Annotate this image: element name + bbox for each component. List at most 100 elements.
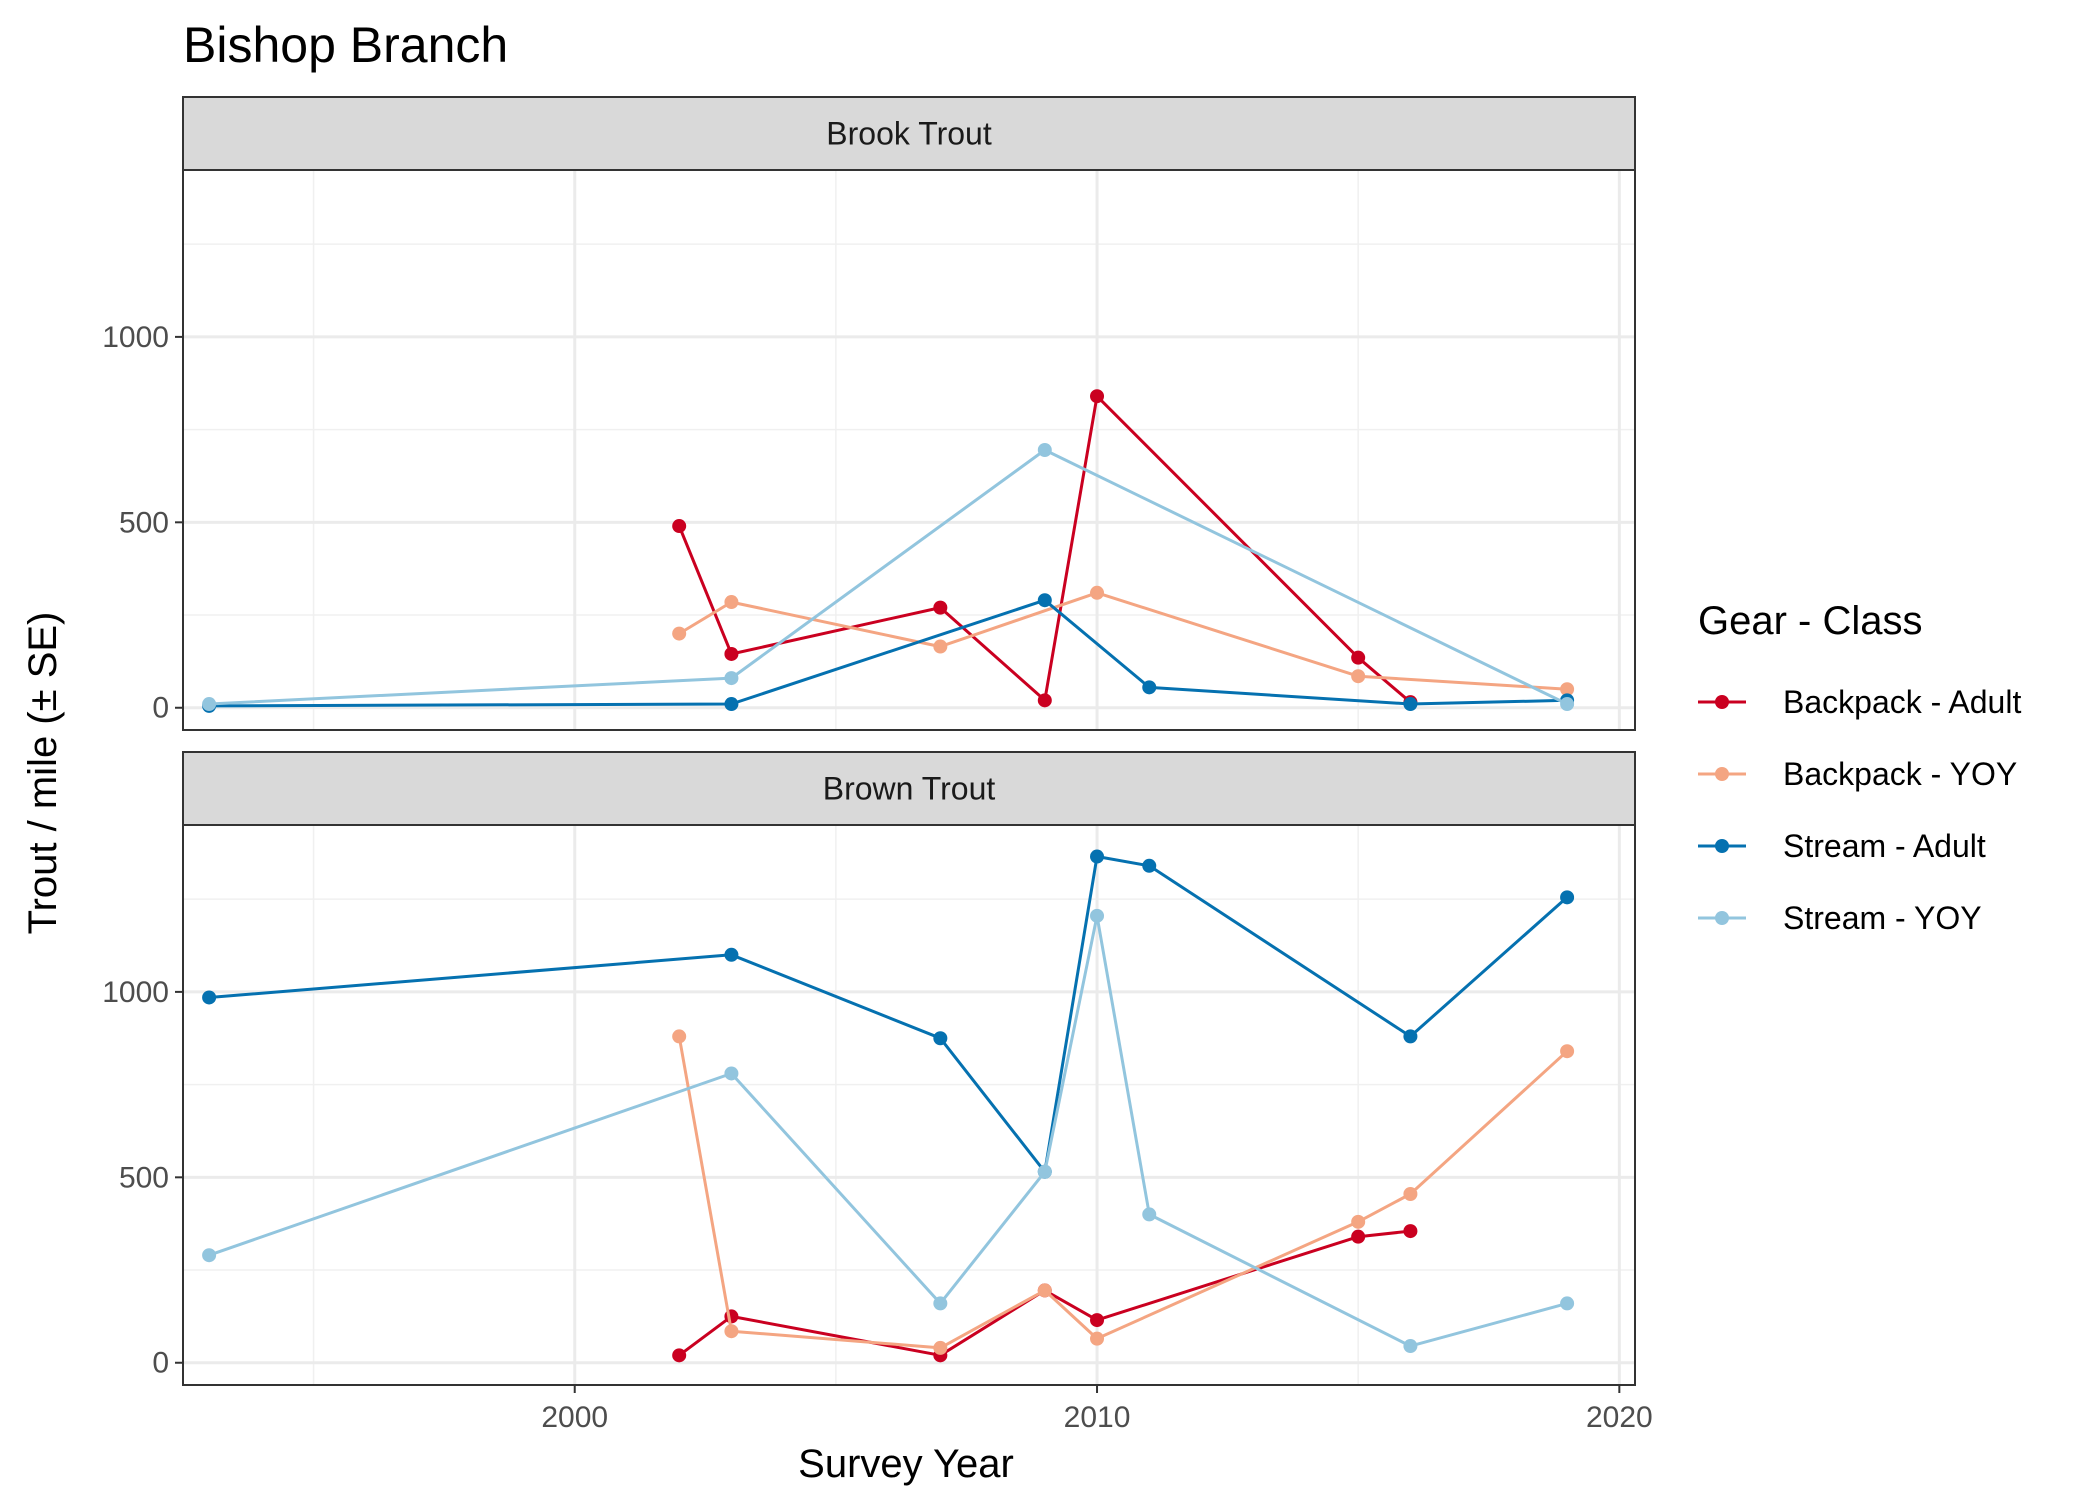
data-point-backpack-yoy <box>1560 1044 1575 1059</box>
data-point-backpack-adult <box>1403 1224 1418 1239</box>
legend-item-backpack-yoy: Backpack - YOY <box>1698 756 2017 792</box>
grid-brown-trout <box>183 825 1635 1385</box>
chart-title: Bishop Branch <box>183 17 508 73</box>
panel-brown-trout: Brown Trout 0 500 1000 2000 2010 2020 <box>102 751 1653 1434</box>
y-axis-brook-trout: 0 500 1000 <box>102 321 183 725</box>
legend-item-stream-yoy: Stream - YOY <box>1698 900 1982 936</box>
legend-items: Backpack - Adult Backpack - YOY Stream - A… <box>1698 684 2021 936</box>
legend-item-backpack-adult: Backpack - Adult <box>1698 684 2021 720</box>
legend-label: Stream - Adult <box>1783 828 1986 864</box>
data-point-stream-adult <box>1403 697 1418 712</box>
data-point-backpack-adult <box>933 600 948 615</box>
strip-label-brook-trout: Brook Trout <box>826 116 992 152</box>
y-tick-label: 1000 <box>102 976 169 1009</box>
data-point-stream-adult <box>933 1031 948 1046</box>
y-axis-brown-trout: 0 500 1000 <box>102 976 183 1380</box>
data-point-backpack-adult <box>1351 650 1366 665</box>
data-point-backpack-yoy <box>724 1324 739 1339</box>
series-line-stream-yoy <box>208 914 1568 1348</box>
strip-brook-trout <box>182 96 1636 171</box>
data-point-stream-adult <box>1142 858 1157 873</box>
data-point-backpack-adult <box>1351 1229 1366 1244</box>
legend-label: Backpack - Adult <box>1783 684 2021 720</box>
y-tick-label: 0 <box>152 1347 169 1380</box>
data-point-stream-yoy <box>724 1066 739 1081</box>
series-brown-trout-backpack-yoy <box>672 1029 1575 1355</box>
series-line-backpack-yoy <box>677 1036 1569 1350</box>
x-axis: 2000 2010 2020 <box>541 1385 1653 1434</box>
legend-key-point <box>1715 911 1729 925</box>
series-line-stream-adult <box>208 855 1569 1174</box>
legend-label: Stream - YOY <box>1783 900 1982 936</box>
series-brook-trout-stream-yoy <box>202 443 1575 712</box>
data-point-stream-yoy <box>1037 443 1052 457</box>
data-point-backpack-adult <box>1090 1313 1105 1328</box>
data-point-stream-adult <box>1090 849 1105 864</box>
legend-label: Backpack - YOY <box>1783 756 2017 792</box>
legend-key-point <box>1715 767 1729 781</box>
legend-key-point <box>1715 839 1729 853</box>
data-point-backpack-yoy <box>1351 1214 1366 1229</box>
data-point-stream-adult <box>1403 1029 1418 1044</box>
y-axis-title: Trout / mile (± SE) <box>21 612 65 935</box>
data-point-stream-adult <box>1560 890 1575 905</box>
panel-brook-trout: Brook Trout 0 500 1000 <box>102 96 1636 731</box>
data-point-stream-yoy <box>202 697 217 712</box>
data-point-backpack-yoy <box>1403 1187 1418 1202</box>
data-point-stream-yoy <box>202 1248 217 1263</box>
data-point-backpack-yoy <box>672 1029 687 1044</box>
data-point-backpack-yoy <box>1560 682 1575 697</box>
legend-key-point <box>1715 695 1729 709</box>
series-brown-trout-stream-yoy <box>202 908 1575 1354</box>
strip-label-brown-trout: Brown Trout <box>823 771 996 807</box>
data-point-stream-adult <box>1037 593 1052 608</box>
data-point-stream-yoy <box>1037 1164 1052 1179</box>
data-point-backpack-yoy <box>1090 1331 1105 1346</box>
x-tick-label: 2020 <box>1586 1401 1653 1434</box>
panels: Brook Trout 0 500 1000 Brown Trout 0 500 1000 20… <box>102 96 1653 1434</box>
y-tick-label: 1000 <box>102 321 169 354</box>
data-point-backpack-yoy <box>672 626 687 641</box>
data-point-backpack-yoy <box>1090 585 1105 600</box>
series-line-stream-adult <box>209 598 1568 708</box>
data-point-stream-adult <box>202 990 217 1005</box>
data-point-backpack-adult <box>1090 389 1105 404</box>
data-point-backpack-yoy <box>724 595 739 610</box>
data-point-backpack-adult <box>672 1348 687 1363</box>
panel-border-brown-trout <box>182 824 1636 1386</box>
grid-brook-trout <box>183 170 1635 730</box>
data-point-backpack-adult <box>1037 693 1052 708</box>
data-point-stream-yoy <box>724 671 739 686</box>
y-tick-label: 500 <box>119 1161 169 1194</box>
series-brown-trout-stream-adult <box>202 849 1575 1179</box>
data-point-stream-adult <box>724 697 739 712</box>
panel-border-brook-trout <box>182 169 1636 731</box>
data-point-backpack-yoy <box>933 639 948 654</box>
strip-brown-trout <box>182 751 1636 826</box>
data-point-stream-yoy <box>1090 908 1105 923</box>
data-point-backpack-yoy <box>1037 1283 1052 1298</box>
data-point-backpack-yoy <box>1351 669 1366 684</box>
x-axis-title: Survey Year <box>798 1442 1014 1486</box>
data-point-stream-yoy <box>1142 1207 1157 1222</box>
data-point-backpack-adult <box>672 519 687 534</box>
x-tick-label: 2010 <box>1064 1401 1131 1434</box>
series-line-stream-yoy <box>209 448 1568 706</box>
series-line-backpack-yoy <box>678 591 1568 691</box>
data-point-stream-yoy <box>1560 1296 1575 1311</box>
y-tick-label: 0 <box>152 692 169 725</box>
data-point-backpack-yoy <box>933 1340 948 1355</box>
y-tick-label: 500 <box>119 506 169 539</box>
data-point-stream-adult <box>724 947 739 962</box>
series-brook-trout-backpack-yoy <box>672 585 1575 697</box>
data-point-stream-yoy <box>1560 697 1575 712</box>
legend-title: Gear - Class <box>1698 599 1923 643</box>
legend-item-stream-adult: Stream - Adult <box>1698 828 1986 864</box>
data-point-stream-yoy <box>933 1296 948 1311</box>
data-point-stream-adult <box>1142 680 1157 695</box>
data-point-stream-yoy <box>1403 1339 1418 1354</box>
data-point-backpack-adult <box>724 646 739 661</box>
